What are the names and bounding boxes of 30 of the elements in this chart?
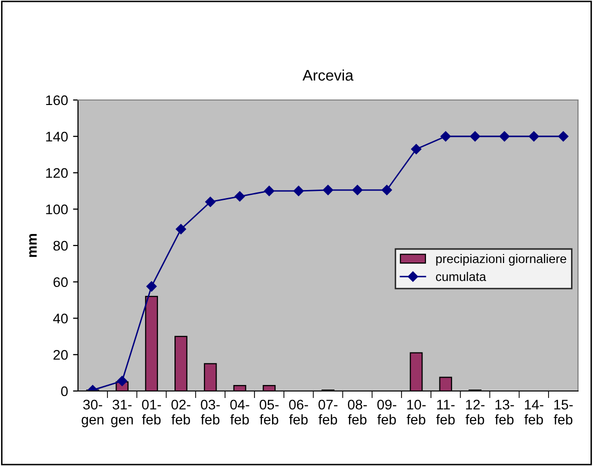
x-tick-label: 31- gen — [111, 400, 133, 428]
x-tick-label: 12- feb — [466, 400, 484, 424]
y-tick-label: 60 — [54, 277, 68, 288]
x-tick-label: 09- feb — [377, 400, 396, 424]
legend-label: precipiazioni giornaliere — [436, 254, 566, 266]
x-tick-label: 11- feb — [436, 400, 455, 424]
y-tick-label: 120 — [46, 168, 68, 178]
x-tick-label: 15- feb — [554, 400, 573, 424]
y-axis-title: mm — [29, 234, 37, 257]
x-tick-label: 14- feb — [524, 400, 544, 424]
y-tick-label: 20 — [54, 350, 68, 360]
x-tick-label: 04- feb — [230, 400, 250, 424]
y-tick-label: 100 — [46, 204, 68, 214]
y-tick-label: 40 — [53, 314, 68, 324]
y-tick-label: 140 — [46, 132, 68, 142]
y-tick-label: 0 — [61, 386, 68, 396]
x-tick-label: 13- feb — [495, 400, 514, 424]
x-tick-label: 06- feb — [289, 400, 308, 424]
x-tick-label: 01- feb — [142, 400, 161, 424]
y-tick-label: 80 — [53, 240, 68, 251]
legend-label: cumulata — [436, 272, 486, 282]
chart-title: Arcevia — [302, 69, 354, 81]
x-tick-label: 10- feb — [406, 400, 426, 424]
x-tick-label: 02- feb — [171, 400, 190, 424]
y-tick-label: 160 — [46, 95, 68, 106]
x-tick-label: 05- feb — [260, 400, 279, 424]
x-tick-label: 08- feb — [348, 400, 367, 424]
x-tick-label: 07- feb — [318, 400, 338, 424]
x-tick-label: 03- feb — [200, 400, 220, 424]
x-tick-label: 30- gen — [82, 400, 104, 428]
